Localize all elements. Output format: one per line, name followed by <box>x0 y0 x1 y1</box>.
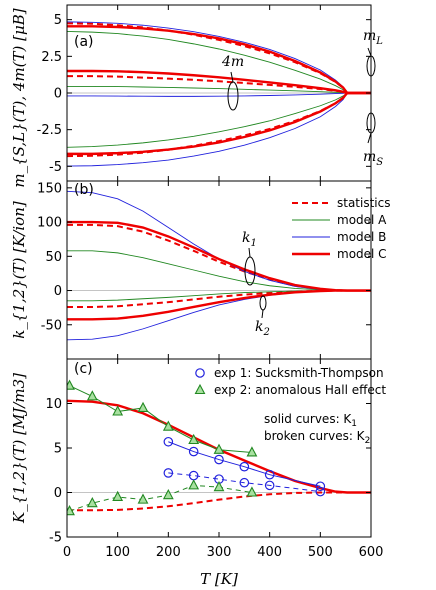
legend-b-label: statistics <box>337 196 391 210</box>
panel-b: 150 100 50 0 -50 (b) k_{1,2}(T) [K/ion] stat… <box>10 180 391 360</box>
legend-b-label: model A <box>337 213 387 227</box>
exp2-point <box>246 446 258 457</box>
series-line-model-b <box>67 92 371 167</box>
k1-label: k1 <box>242 230 257 249</box>
panel-a-label: (a) <box>74 34 94 50</box>
series-line-model-c <box>67 25 371 95</box>
legend-b-label: model B <box>337 230 386 244</box>
ytick-label: 5 <box>54 442 62 457</box>
exp1-point <box>214 454 224 465</box>
series-line-model-c <box>67 69 371 95</box>
exp1-point <box>315 481 326 492</box>
mS-label: mS <box>363 149 383 168</box>
four-m-marker-line <box>230 71 234 83</box>
series-line-model-a <box>67 30 371 94</box>
exp-line <box>69 484 253 512</box>
ytick-label: 2.5 <box>41 50 62 65</box>
xtick-label: 500 <box>308 545 333 560</box>
panel-b-ylabel: k_{1,2}(T) [K/ion] <box>10 201 28 339</box>
exp1-point <box>188 446 199 457</box>
series-line-statistics <box>67 223 371 292</box>
panel-c-ylabel: K_{1,2}(T) [MJ/m3] <box>10 373 28 524</box>
exp1-point <box>163 468 174 478</box>
exp1-point <box>163 436 174 447</box>
panel-a: 5 2.5 0 -2.5 -5 (a) m_{S,L}(T), 4m(T) [μB] m… <box>10 4 383 188</box>
exp2-point <box>67 379 75 390</box>
series-line-model-a <box>67 85 371 94</box>
exp2-point <box>213 480 225 492</box>
ytick-label: 100 <box>37 216 62 231</box>
ytick-label: -5 <box>49 531 62 546</box>
note-solid: solid curves: K1 <box>264 412 357 429</box>
legend-c: exp 1: Sucksmith-Thompson exp 2: anomalou… <box>194 366 386 397</box>
xtick-label: 400 <box>257 545 282 560</box>
mS-marker-line <box>367 132 372 144</box>
legend-exp2-label: exp 2: anomalous Hall effect <box>214 383 386 397</box>
exp1-point <box>239 461 250 472</box>
ytick-label: -2.5 <box>37 123 62 138</box>
panel-c-label: (c) <box>74 361 93 377</box>
exp1-point <box>264 469 275 480</box>
exp1-point <box>264 480 275 491</box>
xtick-label: 600 <box>359 545 384 560</box>
series-line-model-a <box>67 92 371 148</box>
exp2-point <box>112 405 124 416</box>
exp2-point <box>213 443 225 454</box>
mL-marker-line <box>367 47 372 57</box>
xtick-label: 300 <box>207 545 232 560</box>
xtick-label: 100 <box>105 545 130 560</box>
xtick-label: 200 <box>156 545 181 560</box>
legend-exp1-label: exp 1: Sucksmith-Thompson <box>214 366 384 380</box>
ytick-label: 5 <box>54 13 62 28</box>
k1-marker-line <box>248 247 251 258</box>
ytick-label: 0 <box>54 284 62 299</box>
series-line-statistics <box>67 75 371 94</box>
k2-marker-line <box>261 309 264 319</box>
exp2-point <box>137 401 149 413</box>
ytick-label: 50 <box>45 250 62 265</box>
series-line-model-b <box>67 21 371 94</box>
ytick-label: 0 <box>54 486 62 501</box>
panel-c-xlabel: T [K] <box>200 570 238 588</box>
series-line-statistics <box>67 491 371 512</box>
ytick-label: 10 <box>45 397 62 412</box>
ytick-label: -50 <box>41 318 62 333</box>
legend-exp1-marker <box>195 368 205 378</box>
exp1-point <box>315 486 326 497</box>
series-line-statistics <box>67 289 371 308</box>
legend-exp2-marker <box>194 383 206 395</box>
legend-b-label: model C <box>337 247 387 261</box>
series-line-model-c <box>67 289 371 321</box>
exp2-point <box>162 420 174 431</box>
legend-b: statistics model A model B model C <box>292 196 391 261</box>
four-m-label: 4m <box>221 54 244 70</box>
mL-label: mL <box>363 28 383 47</box>
k2-label: k2 <box>255 319 270 338</box>
exp1-point <box>239 477 250 488</box>
exp2-point <box>86 497 98 508</box>
xtick-label: 0 <box>63 545 71 560</box>
ytick-label: 0 <box>54 87 62 102</box>
exp2-point <box>246 486 258 497</box>
k2-marker-ellipse <box>259 295 267 311</box>
series-line-model-b <box>67 290 371 341</box>
exp2-point <box>162 488 174 500</box>
exp2-point <box>188 479 200 490</box>
series-line-model-b <box>67 92 371 97</box>
ytick-label: -5 <box>49 160 62 175</box>
panel-a-ylabel: m_{S,L}(T), 4m(T) [μB] <box>10 8 28 187</box>
series-line-model-c <box>67 399 371 494</box>
series-line-model-c <box>67 91 371 156</box>
exp2-point <box>86 390 98 401</box>
series-line-statistics <box>67 92 371 158</box>
exp2-point <box>112 490 124 502</box>
ytick-label: 150 <box>37 181 62 196</box>
series-line-statistics <box>67 22 371 94</box>
exp2-point <box>137 493 149 504</box>
note-broken: broken curves: K2 <box>264 429 370 446</box>
panel-b-label: (b) <box>74 182 94 198</box>
exp2-point <box>188 433 200 445</box>
